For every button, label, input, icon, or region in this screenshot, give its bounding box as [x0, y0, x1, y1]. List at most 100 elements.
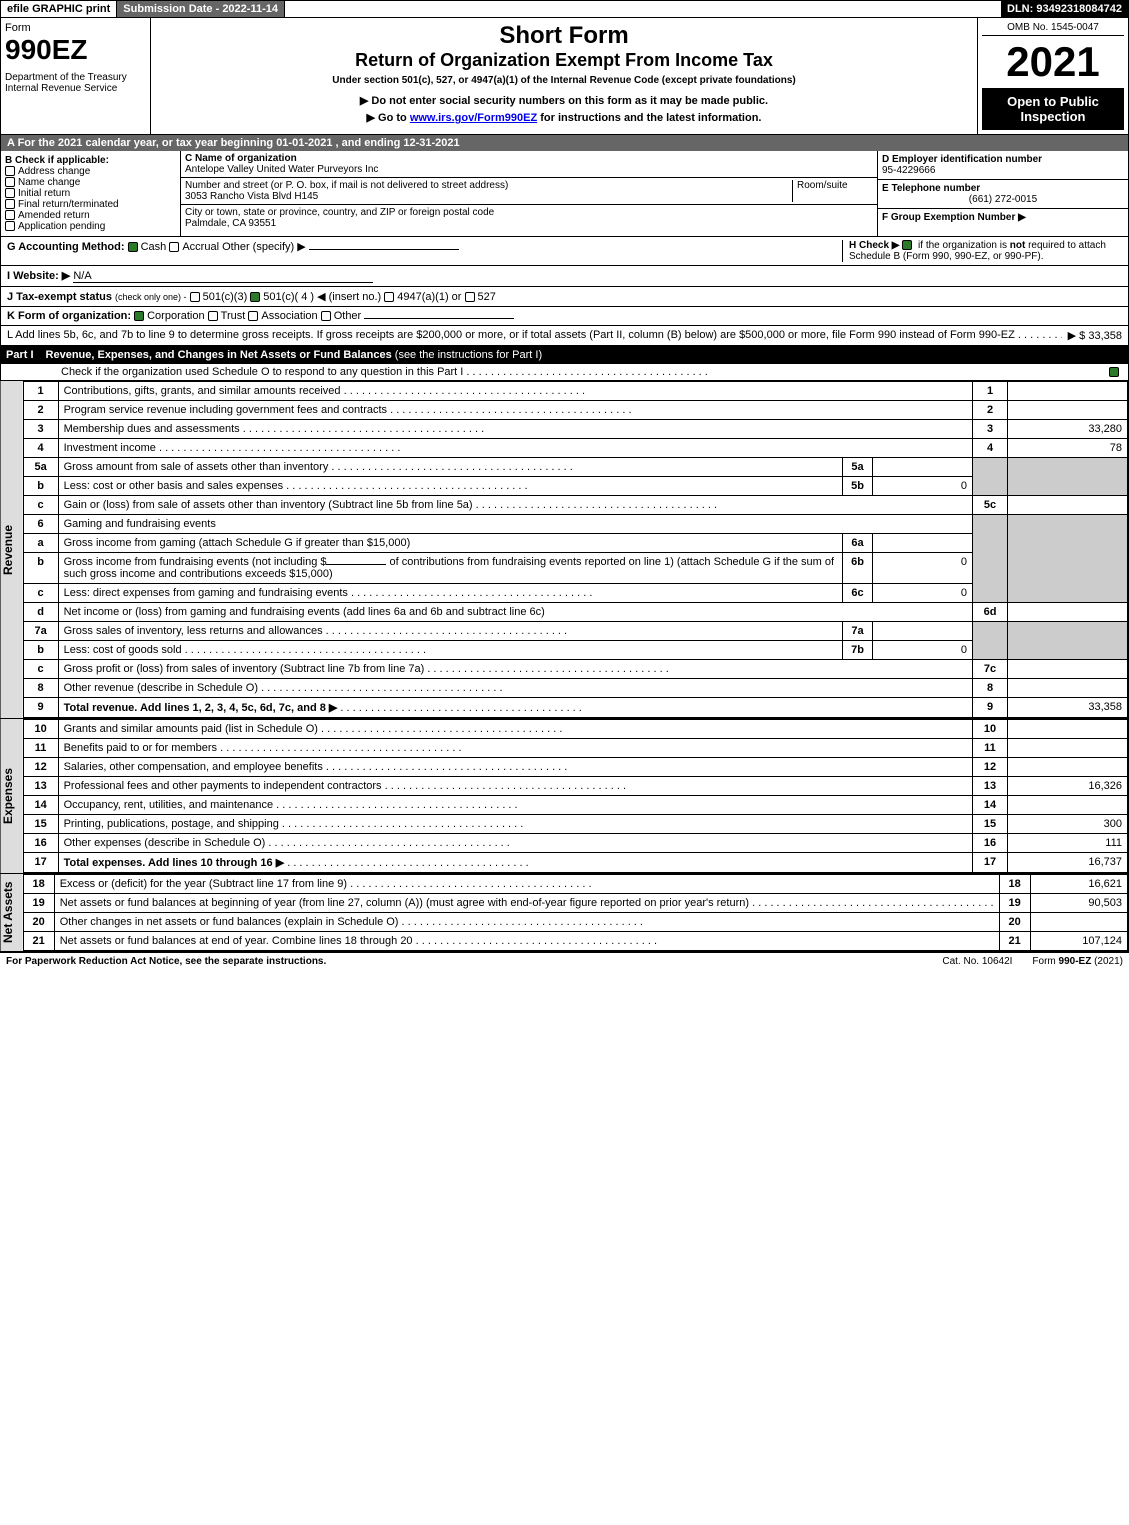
- netassets-vert-label: Net Assets: [1, 874, 23, 951]
- l-amount: ▶ $ 33,358: [1062, 329, 1122, 342]
- line-desc: Gaming and fundraising events: [64, 518, 216, 530]
- line-desc: Other changes in net assets or fund bala…: [60, 916, 399, 928]
- line-6c: cLess: direct expenses from gaming and f…: [23, 584, 1127, 603]
- line-8: 8Other revenue (describe in Schedule O)8: [23, 679, 1127, 698]
- street-value: 3053 Rancho Vista Blvd H145: [185, 191, 788, 202]
- k-corp-checkbox[interactable]: [134, 311, 144, 321]
- line-7b: bLess: cost of goods sold7b0: [23, 641, 1127, 660]
- footer-left: For Paperwork Reduction Act Notice, see …: [6, 956, 922, 967]
- line-17: 17Total expenses. Add lines 10 through 1…: [23, 853, 1127, 873]
- i-label: I Website: ▶: [7, 270, 70, 282]
- c-street-row: Number and street (or P. O. box, if mail…: [181, 178, 877, 205]
- goto-suffix: for instructions and the latest informat…: [537, 112, 761, 124]
- line-3: 3Membership dues and assessments333,280: [23, 420, 1127, 439]
- line-desc: Grants and similar amounts paid (list in…: [64, 723, 318, 735]
- revenue-table: 1Contributions, gifts, grants, and simil…: [23, 381, 1128, 718]
- b-label: Initial return: [18, 188, 70, 199]
- line-desc: Net assets or fund balances at end of ye…: [60, 935, 413, 947]
- j-527-checkbox[interactable]: [465, 292, 475, 302]
- b-item-amended[interactable]: Amended return: [5, 210, 176, 221]
- j-4947-checkbox[interactable]: [384, 292, 394, 302]
- j-501c-checkbox[interactable]: [250, 292, 260, 302]
- k-label: K Form of organization:: [7, 310, 131, 322]
- line-desc: Benefits paid to or for members: [64, 742, 217, 754]
- expenses-vert-label: Expenses: [1, 719, 23, 873]
- l-text: L Add lines 5b, 6c, and 7b to line 9 to …: [7, 329, 1015, 341]
- b-item-pending[interactable]: Application pending: [5, 221, 176, 232]
- irs-label: Internal Revenue Service: [5, 83, 146, 94]
- j-501c3-checkbox[interactable]: [190, 292, 200, 302]
- line-desc: Gross amount from sale of assets other t…: [64, 461, 329, 473]
- irs-link[interactable]: www.irs.gov/Form990EZ: [410, 112, 537, 124]
- line-desc: Net income or (loss) from gaming and fun…: [64, 606, 545, 618]
- line-13: 13Professional fees and other payments t…: [23, 777, 1127, 796]
- line-desc: Excess or (deficit) for the year (Subtra…: [60, 878, 347, 890]
- b-label: Final return/terminated: [18, 199, 119, 210]
- line-desc: Other revenue (describe in Schedule O): [64, 682, 258, 694]
- line-4: 4Investment income478: [23, 439, 1127, 458]
- b-item-name[interactable]: Name change: [5, 177, 176, 188]
- c-name-row: C Name of organization Antelope Valley U…: [181, 151, 877, 178]
- submission-date: Submission Date - 2022-11-14: [117, 1, 285, 17]
- k-corp: Corporation: [147, 310, 204, 322]
- phone-label: E Telephone number: [882, 183, 1124, 194]
- room-label: Room/suite: [793, 180, 873, 202]
- revenue-section: Revenue 1Contributions, gifts, grants, a…: [0, 381, 1129, 719]
- k-assoc-checkbox[interactable]: [248, 311, 258, 321]
- e-phone: E Telephone number (661) 272-0015: [878, 180, 1128, 209]
- line-6: 6Gaming and fundraising events: [23, 515, 1127, 534]
- line-10: 10Grants and similar amounts paid (list …: [23, 720, 1127, 739]
- goto-line: ▶ Go to www.irs.gov/Form990EZ for instru…: [155, 111, 973, 124]
- k-trust: Trust: [221, 310, 246, 322]
- b-item-initial[interactable]: Initial return: [5, 188, 176, 199]
- i-row: I Website: ▶ N/A: [0, 266, 1129, 287]
- b-item-final[interactable]: Final return/terminated: [5, 199, 176, 210]
- under-section: Under section 501(c), 527, or 4947(a)(1)…: [155, 75, 973, 86]
- org-name: Antelope Valley United Water Purveyors I…: [185, 164, 873, 175]
- open-to-public: Open to Public Inspection: [982, 88, 1124, 130]
- line-5b: bLess: cost or other basis and sales exp…: [23, 477, 1127, 496]
- line-15: 15Printing, publications, postage, and s…: [23, 815, 1127, 834]
- line-desc: Gross profit or (loss) from sales of inv…: [64, 663, 425, 675]
- schedule-o-text: Check if the organization used Schedule …: [61, 366, 463, 378]
- dept-label: Department of the Treasury: [5, 72, 146, 83]
- line-9: 9Total revenue. Add lines 1, 2, 3, 4, 5c…: [23, 698, 1127, 718]
- j-label: J Tax-exempt status: [7, 291, 112, 303]
- line-14: 14Occupancy, rent, utilities, and mainte…: [23, 796, 1127, 815]
- city-label: City or town, state or province, country…: [185, 207, 873, 218]
- k-assoc: Association: [261, 310, 317, 322]
- cash-checkbox[interactable]: [128, 242, 138, 252]
- other-specify-input[interactable]: [309, 249, 459, 250]
- footer-form-suffix: (2021): [1091, 956, 1123, 967]
- h-checkbox[interactable]: [902, 240, 912, 250]
- j-opt2: 501(c)( 4 ) ◀ (insert no.): [263, 291, 381, 303]
- schedule-o-checkbox[interactable]: [1109, 367, 1119, 377]
- line-desc: Occupancy, rent, utilities, and maintena…: [64, 799, 274, 811]
- j-row: J Tax-exempt status (check only one) - 5…: [0, 287, 1129, 307]
- shaded-cell: [973, 622, 1008, 660]
- other-label: Other (specify) ▶: [222, 241, 306, 253]
- schedule-o-row: Check if the organization used Schedule …: [0, 364, 1129, 381]
- tax-year: 2021: [982, 38, 1124, 86]
- b-item-address[interactable]: Address change: [5, 166, 176, 177]
- footer-form-prefix: Form: [1032, 956, 1058, 967]
- arrow-icon: [326, 702, 338, 714]
- section-c: C Name of organization Antelope Valley U…: [181, 151, 878, 236]
- k-trust-checkbox[interactable]: [208, 311, 218, 321]
- part1-header: Part I Revenue, Expenses, and Changes in…: [0, 346, 1129, 364]
- line-desc: Membership dues and assessments: [64, 423, 240, 435]
- line-21: 21Net assets or fund balances at end of …: [23, 932, 1127, 951]
- accrual-checkbox[interactable]: [169, 242, 179, 252]
- expenses-table: 10Grants and similar amounts paid (list …: [23, 719, 1128, 873]
- line-6b: bGross income from fundraising events (n…: [23, 553, 1127, 584]
- line-5a: 5aGross amount from sale of assets other…: [23, 458, 1127, 477]
- k-other-checkbox[interactable]: [321, 311, 331, 321]
- omb-number: OMB No. 1545-0047: [982, 22, 1124, 36]
- k-other-input[interactable]: [364, 318, 514, 319]
- contrib-amount-input[interactable]: [326, 564, 386, 565]
- header-middle: Short Form Return of Organization Exempt…: [151, 18, 978, 134]
- b-label: Address change: [18, 166, 90, 177]
- part1-title: Revenue, Expenses, and Changes in Net As…: [46, 349, 1123, 361]
- line-desc: Total expenses. Add lines 10 through 16: [64, 857, 273, 869]
- efile-print-label[interactable]: efile GRAPHIC print: [1, 1, 117, 17]
